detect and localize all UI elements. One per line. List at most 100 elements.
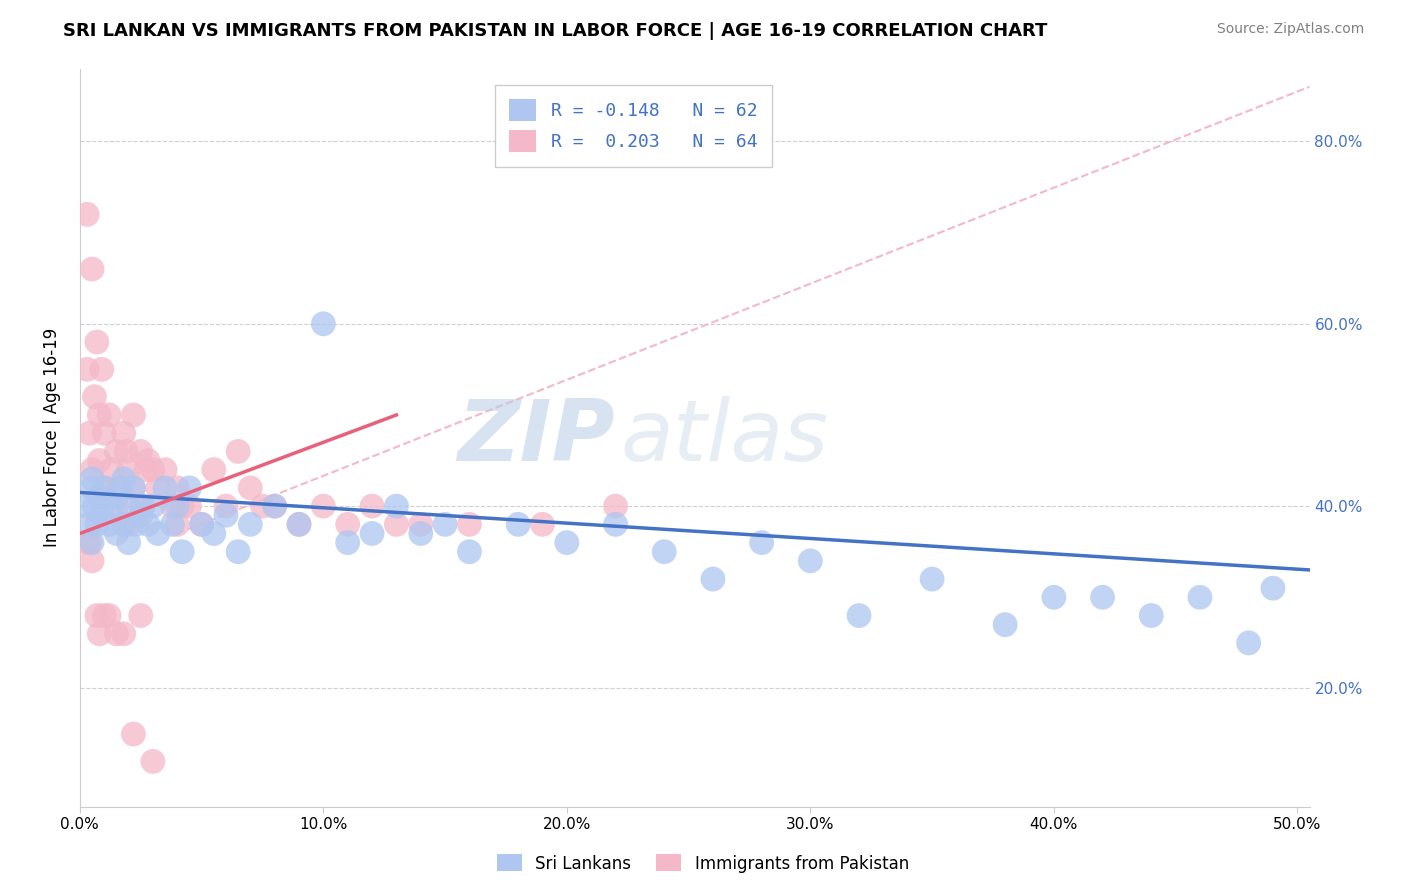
- Point: [112, 517, 135, 532]
- Point: [215, 499, 238, 513]
- Point: [215, 508, 238, 523]
- Point: [312, 317, 335, 331]
- Point: [80, 554, 103, 568]
- Point: [531, 517, 554, 532]
- Point: [76, 535, 98, 549]
- Point: [434, 517, 457, 532]
- Point: [385, 499, 408, 513]
- Point: [361, 499, 384, 513]
- Point: [79, 426, 101, 441]
- Text: Source: ZipAtlas.com: Source: ZipAtlas.com: [1216, 22, 1364, 37]
- Point: [202, 526, 225, 541]
- Point: [89, 408, 111, 422]
- Point: [117, 517, 139, 532]
- Point: [702, 572, 724, 586]
- Point: [132, 499, 155, 513]
- Point: [122, 408, 145, 422]
- Point: [93, 481, 115, 495]
- Point: [1140, 608, 1163, 623]
- Point: [336, 535, 359, 549]
- Point: [652, 545, 675, 559]
- Point: [98, 517, 121, 532]
- Text: SRI LANKAN VS IMMIGRANTS FROM PAKISTAN IN LABOR FORCE | AGE 16-19 CORRELATION CH: SRI LANKAN VS IMMIGRANTS FROM PAKISTAN I…: [63, 22, 1047, 40]
- Point: [100, 499, 122, 513]
- Point: [76, 207, 98, 221]
- Point: [555, 535, 578, 549]
- Point: [122, 481, 145, 495]
- Point: [172, 499, 194, 513]
- Point: [239, 481, 262, 495]
- Point: [115, 444, 138, 458]
- Point: [142, 499, 165, 513]
- Point: [226, 444, 249, 458]
- Point: [105, 444, 128, 458]
- Point: [80, 262, 103, 277]
- Point: [605, 517, 627, 532]
- Point: [112, 626, 135, 640]
- Point: [1043, 591, 1066, 605]
- Point: [80, 535, 103, 549]
- Y-axis label: In Labor Force | Age 16-19: In Labor Force | Age 16-19: [44, 328, 60, 548]
- Point: [1261, 581, 1284, 595]
- Point: [86, 517, 108, 532]
- Point: [921, 572, 943, 586]
- Point: [409, 517, 432, 532]
- Legend: Sri Lankans, Immigrants from Pakistan: Sri Lankans, Immigrants from Pakistan: [491, 847, 915, 880]
- Point: [190, 517, 212, 532]
- Point: [83, 499, 105, 513]
- Point: [100, 463, 122, 477]
- Point: [751, 535, 773, 549]
- Point: [110, 481, 132, 495]
- Point: [605, 499, 627, 513]
- Point: [129, 444, 152, 458]
- Point: [129, 508, 152, 523]
- Point: [90, 362, 112, 376]
- Point: [86, 608, 108, 623]
- Point: [458, 545, 481, 559]
- Point: [142, 463, 165, 477]
- Point: [105, 490, 128, 504]
- Point: [135, 463, 157, 477]
- Point: [146, 481, 169, 495]
- Point: [166, 499, 188, 513]
- Point: [86, 334, 108, 349]
- Point: [288, 517, 311, 532]
- Point: [288, 517, 311, 532]
- Point: [202, 463, 225, 477]
- Point: [508, 517, 530, 532]
- Point: [1237, 636, 1260, 650]
- Point: [263, 499, 285, 513]
- Text: ZIP: ZIP: [457, 396, 614, 479]
- Point: [122, 481, 145, 495]
- Point: [117, 535, 139, 549]
- Point: [179, 481, 201, 495]
- Point: [112, 472, 135, 486]
- Point: [125, 517, 148, 532]
- Point: [142, 755, 165, 769]
- Point: [799, 554, 821, 568]
- Point: [172, 545, 194, 559]
- Point: [105, 499, 128, 513]
- Point: [312, 499, 335, 513]
- Point: [458, 517, 481, 532]
- Point: [76, 362, 98, 376]
- Point: [105, 626, 128, 640]
- Point: [162, 517, 184, 532]
- Point: [98, 608, 121, 623]
- Point: [239, 517, 262, 532]
- Point: [153, 481, 176, 495]
- Point: [361, 526, 384, 541]
- Point: [1188, 591, 1211, 605]
- Point: [153, 463, 176, 477]
- Point: [89, 453, 111, 467]
- Point: [89, 490, 111, 504]
- Point: [122, 727, 145, 741]
- Point: [385, 517, 408, 532]
- Point: [80, 472, 103, 486]
- Point: [93, 481, 115, 495]
- Point: [129, 499, 152, 513]
- Point: [1091, 591, 1114, 605]
- Point: [112, 426, 135, 441]
- Point: [83, 390, 105, 404]
- Point: [93, 426, 115, 441]
